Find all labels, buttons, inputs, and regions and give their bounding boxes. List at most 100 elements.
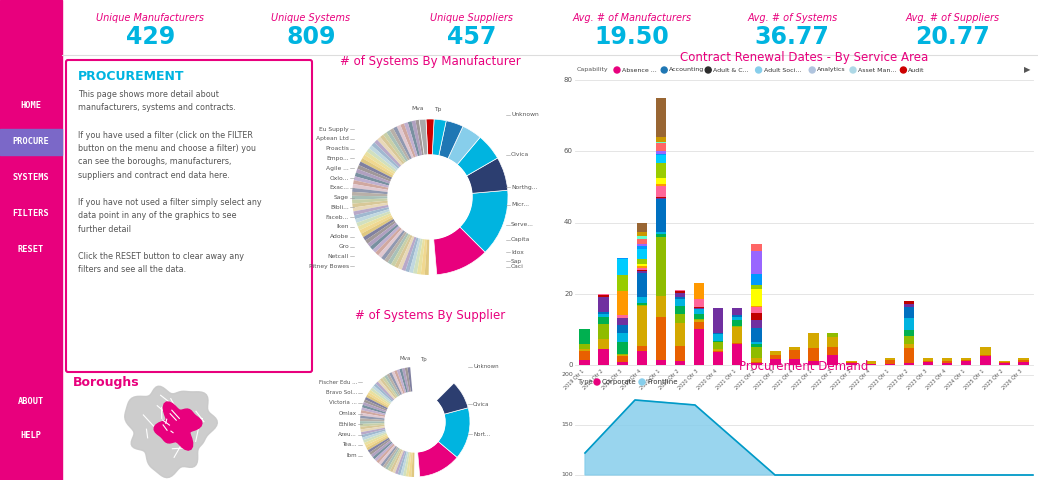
Wedge shape [376, 227, 402, 255]
Bar [961, 360, 972, 361]
Text: Avg. # of Systems: Avg. # of Systems [747, 13, 838, 23]
Text: 2021 Qtr 4: 2021 Qtr 4 [772, 368, 794, 390]
Wedge shape [370, 439, 391, 455]
Bar [752, 313, 762, 320]
Wedge shape [356, 211, 391, 227]
Wedge shape [420, 239, 428, 275]
Bar [732, 345, 742, 365]
Wedge shape [360, 423, 385, 427]
Text: 2022 Qtr 2: 2022 Qtr 2 [811, 368, 832, 390]
Text: This page shows more detail about: This page shows more detail about [78, 90, 219, 99]
Wedge shape [411, 452, 414, 477]
Text: data point in any of the graphics to see: data point in any of the graphics to see [78, 212, 237, 220]
Bar [1000, 362, 1010, 363]
Wedge shape [376, 382, 394, 401]
Wedge shape [375, 140, 402, 168]
Wedge shape [402, 368, 409, 393]
Text: Tea...: Tea... [343, 443, 357, 447]
Bar [809, 334, 819, 348]
Text: HOME: HOME [21, 100, 42, 109]
Bar [636, 271, 647, 273]
Text: Unique Systems: Unique Systems [271, 13, 350, 23]
Bar [656, 237, 666, 297]
Bar [618, 356, 628, 362]
Bar [904, 344, 914, 348]
Bar [866, 361, 876, 364]
Text: Unknown: Unknown [511, 112, 539, 118]
Wedge shape [386, 130, 408, 162]
Bar [598, 317, 609, 324]
Text: Idox: Idox [511, 250, 524, 254]
Wedge shape [374, 384, 393, 402]
Wedge shape [360, 158, 393, 178]
Text: 457: 457 [446, 25, 496, 49]
Text: Accounting: Accounting [670, 68, 705, 72]
Wedge shape [366, 395, 389, 408]
Circle shape [810, 67, 815, 73]
Wedge shape [353, 180, 389, 190]
Bar [636, 246, 647, 249]
Bar [656, 163, 666, 178]
Bar [618, 314, 628, 318]
Wedge shape [362, 405, 386, 414]
Bar [713, 308, 723, 333]
Bar [923, 361, 933, 362]
Bar [656, 143, 666, 151]
Text: Micr...: Micr... [511, 203, 529, 207]
Bar [732, 317, 742, 320]
Text: 2019 Qtr 4: 2019 Qtr 4 [620, 368, 641, 390]
Wedge shape [356, 169, 391, 184]
Wedge shape [352, 188, 388, 194]
Wedge shape [371, 388, 391, 405]
Bar [770, 351, 781, 355]
Bar [656, 234, 666, 237]
Text: SYSTEMS: SYSTEMS [12, 173, 50, 182]
Wedge shape [360, 426, 385, 432]
Bar [636, 270, 647, 271]
Wedge shape [364, 433, 388, 445]
Text: Analytics: Analytics [817, 68, 846, 72]
Wedge shape [377, 137, 403, 166]
Text: Type: Type [577, 379, 593, 385]
Bar [789, 349, 799, 359]
Bar [732, 327, 742, 343]
Text: 2023 Qtr 4: 2023 Qtr 4 [925, 368, 947, 390]
Bar [713, 351, 723, 365]
Bar [598, 295, 609, 297]
Wedge shape [438, 408, 470, 457]
Text: 2023 Qtr 1: 2023 Qtr 1 [868, 368, 890, 390]
Text: 2019 Qtr 3: 2019 Qtr 3 [601, 368, 623, 390]
Wedge shape [425, 239, 430, 275]
Wedge shape [400, 369, 408, 393]
Bar [980, 347, 990, 355]
Polygon shape [585, 400, 1033, 475]
Bar [0, 0, 62, 480]
Bar [732, 308, 742, 314]
Wedge shape [363, 432, 387, 443]
Bar [752, 285, 762, 288]
Text: Asset Man...: Asset Man... [858, 68, 897, 72]
Wedge shape [389, 372, 402, 396]
Wedge shape [360, 416, 385, 420]
Wedge shape [364, 397, 388, 410]
Bar [827, 355, 838, 365]
Bar [941, 358, 953, 361]
Bar [923, 362, 933, 365]
Text: Procurement Demand: Procurement Demand [739, 360, 869, 373]
Bar [636, 351, 647, 365]
Circle shape [614, 67, 620, 73]
Text: Fischer Edu ...: Fischer Edu ... [319, 380, 357, 384]
Bar [618, 259, 628, 275]
Wedge shape [401, 451, 409, 476]
Text: 150: 150 [562, 422, 573, 428]
Bar [636, 240, 647, 244]
Text: 2020 Qtr 3: 2020 Qtr 3 [677, 368, 699, 390]
Bar [656, 198, 666, 199]
Text: 19.50: 19.50 [595, 25, 670, 49]
FancyBboxPatch shape [66, 60, 312, 372]
Wedge shape [415, 120, 425, 156]
Bar [980, 355, 990, 356]
Text: # of Systems By Manufacturer: # of Systems By Manufacturer [339, 56, 520, 69]
Text: Northg...: Northg... [511, 184, 538, 190]
Text: Omlax: Omlax [339, 411, 357, 416]
